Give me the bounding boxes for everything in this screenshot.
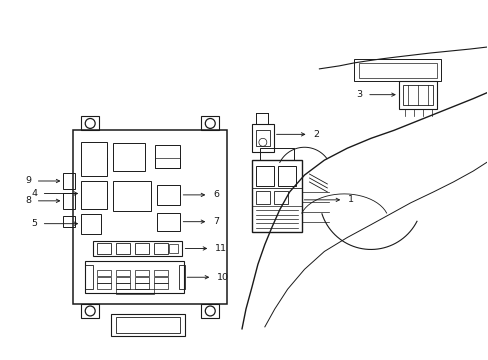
- Bar: [135, 276, 148, 283]
- Bar: [201, 117, 219, 130]
- Bar: [63, 173, 75, 189]
- Bar: [178, 265, 185, 289]
- Bar: [156, 185, 180, 205]
- Bar: [201, 304, 219, 318]
- Bar: [97, 283, 111, 289]
- Bar: [255, 191, 269, 204]
- Bar: [81, 214, 101, 234]
- Text: 1: 1: [347, 195, 353, 204]
- Bar: [97, 243, 111, 255]
- Text: 7: 7: [213, 217, 219, 226]
- Bar: [116, 289, 153, 294]
- Bar: [81, 142, 107, 176]
- Bar: [358, 63, 436, 78]
- Bar: [111, 314, 185, 336]
- Text: 3: 3: [355, 90, 361, 99]
- Bar: [113, 143, 144, 171]
- Bar: [81, 304, 99, 318]
- Bar: [116, 276, 130, 283]
- Bar: [156, 213, 180, 231]
- Bar: [154, 158, 180, 168]
- Text: 4: 4: [32, 189, 38, 198]
- Bar: [85, 261, 184, 293]
- Text: 2: 2: [313, 130, 319, 139]
- Text: 5: 5: [32, 219, 38, 228]
- Bar: [273, 191, 287, 204]
- Bar: [97, 270, 111, 276]
- Text: 6: 6: [213, 190, 219, 199]
- Bar: [255, 166, 273, 186]
- Bar: [116, 243, 130, 255]
- Bar: [116, 283, 130, 289]
- Bar: [259, 148, 293, 160]
- Bar: [85, 265, 93, 289]
- Bar: [154, 145, 180, 168]
- Bar: [153, 283, 167, 289]
- Bar: [116, 317, 180, 333]
- Bar: [81, 117, 99, 130]
- Bar: [135, 283, 148, 289]
- Bar: [153, 276, 167, 283]
- Bar: [398, 81, 436, 109]
- Bar: [93, 240, 182, 256]
- Bar: [116, 270, 130, 276]
- Bar: [63, 193, 75, 209]
- Bar: [73, 130, 226, 304]
- Bar: [402, 85, 432, 105]
- Bar: [135, 243, 148, 255]
- Bar: [81, 181, 107, 209]
- Bar: [153, 270, 167, 276]
- Text: 11: 11: [215, 244, 227, 253]
- Bar: [353, 59, 441, 81]
- Bar: [153, 243, 167, 255]
- Text: 10: 10: [217, 273, 229, 282]
- Bar: [251, 160, 301, 231]
- Text: 9: 9: [25, 176, 32, 185]
- Bar: [255, 130, 269, 146]
- Bar: [277, 166, 295, 186]
- Bar: [97, 276, 111, 283]
- Text: 8: 8: [25, 196, 32, 205]
- Bar: [135, 270, 148, 276]
- Bar: [63, 216, 75, 227]
- Bar: [113, 181, 150, 211]
- Bar: [168, 244, 177, 253]
- Bar: [251, 125, 273, 152]
